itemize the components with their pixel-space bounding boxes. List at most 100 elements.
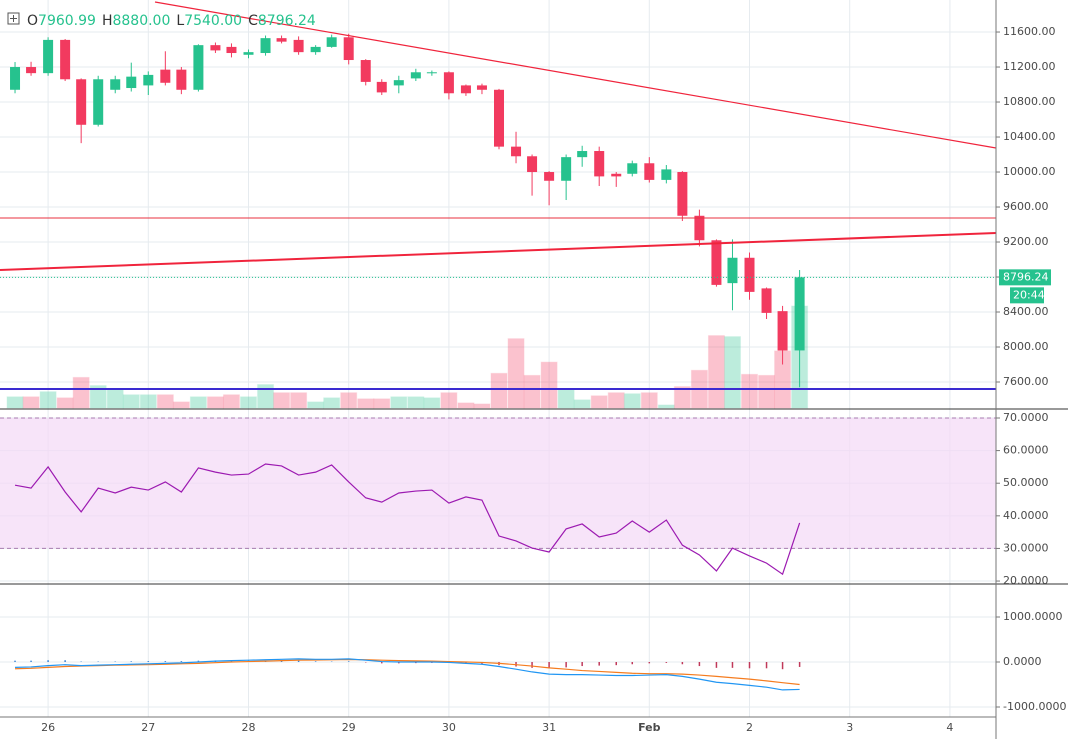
volume-bar bbox=[257, 384, 275, 409]
candle-body bbox=[410, 72, 421, 79]
ohlc-value: 8880.00 bbox=[112, 13, 170, 29]
volume-bar bbox=[590, 395, 608, 409]
candle-body bbox=[577, 151, 588, 158]
volume-bar bbox=[172, 401, 190, 409]
candle-body bbox=[527, 156, 538, 173]
volume-bar bbox=[189, 396, 207, 409]
trendline bbox=[0, 232, 997, 271]
volume-bar bbox=[607, 392, 625, 409]
candle-body bbox=[677, 172, 688, 216]
x-tick-label: 28 bbox=[241, 721, 255, 734]
last-price-label: 8796.24 bbox=[1003, 270, 1049, 283]
candle-body bbox=[393, 80, 404, 86]
candle-body bbox=[511, 146, 522, 157]
y-tick-label: 11200.00 bbox=[1003, 60, 1056, 73]
y-tick-label: 50.0000 bbox=[1003, 476, 1049, 489]
y-tick-label: -1000.0000 bbox=[1003, 700, 1066, 713]
volume-bar bbox=[273, 392, 291, 409]
x-tick-label: Feb bbox=[638, 721, 661, 734]
candle-body bbox=[276, 38, 287, 42]
volume-bar bbox=[340, 392, 358, 409]
ohlc-value: 8796.24 bbox=[258, 13, 316, 29]
candle-body bbox=[176, 69, 187, 90]
volume-bar bbox=[89, 385, 107, 409]
candle-body bbox=[694, 215, 705, 241]
y-tick-label: 1000.0000 bbox=[1003, 610, 1063, 623]
y-tick-label: 0.0000 bbox=[1003, 655, 1042, 668]
countdown: 20:44 bbox=[1013, 288, 1045, 301]
signal-line bbox=[15, 658, 800, 686]
candle-body bbox=[794, 277, 805, 351]
volume-bar bbox=[523, 374, 541, 409]
candle-body bbox=[343, 37, 354, 61]
volume-bar bbox=[490, 372, 508, 409]
ohlc-value: 7960.99 bbox=[38, 13, 96, 29]
volume-bar bbox=[156, 394, 174, 409]
y-tick-label: 9200.00 bbox=[1003, 235, 1049, 248]
candle-body bbox=[777, 311, 788, 351]
candle-body bbox=[260, 38, 271, 54]
candle-body bbox=[460, 85, 471, 94]
ohlc-header: O 7960.99 H 8880.00 L 7540.00 C 8796.24 bbox=[27, 13, 316, 29]
volume-bar bbox=[741, 373, 759, 409]
trendline bbox=[154, 1, 997, 149]
candle-body bbox=[160, 69, 171, 83]
ohlc-key: H bbox=[102, 13, 113, 29]
candle-body bbox=[310, 46, 321, 53]
volume-bar bbox=[56, 397, 74, 409]
volume-bar bbox=[22, 396, 40, 409]
y-tick-label: 10800.00 bbox=[1003, 95, 1056, 108]
volume-bar bbox=[723, 336, 741, 409]
volume-bar bbox=[290, 392, 308, 409]
rsi-line bbox=[14, 463, 801, 576]
candle-body bbox=[727, 257, 738, 284]
volume-bar bbox=[423, 397, 441, 409]
volume-bar bbox=[673, 386, 691, 409]
candle-body bbox=[26, 67, 37, 74]
rsi-band bbox=[0, 417, 996, 549]
x-tick-label: 2 bbox=[746, 721, 753, 734]
countdown-box bbox=[1010, 287, 1044, 304]
ohlc-value: 7540.00 bbox=[184, 13, 242, 29]
x-tick-label: 4 bbox=[946, 721, 953, 734]
last-price-box bbox=[999, 269, 1051, 286]
candle-body bbox=[60, 39, 71, 80]
plot bbox=[0, 33, 996, 691]
volume-bar bbox=[707, 335, 725, 409]
volume-bar bbox=[39, 391, 57, 409]
candle-body bbox=[611, 173, 622, 177]
y-tick-label: 10400.00 bbox=[1003, 130, 1056, 143]
volume-bar bbox=[440, 392, 458, 409]
x-tick-label: 30 bbox=[442, 721, 456, 734]
volume-bar bbox=[540, 361, 558, 409]
candle-body bbox=[293, 39, 304, 53]
y-tick-label: 70.0000 bbox=[1003, 411, 1049, 424]
volume-bar bbox=[640, 392, 658, 409]
candle-body bbox=[744, 257, 755, 292]
candle-body bbox=[443, 72, 454, 94]
volume-bar bbox=[122, 394, 140, 409]
x-tick-label: 27 bbox=[141, 721, 155, 734]
candle-body bbox=[711, 240, 722, 285]
volume-bar bbox=[623, 393, 641, 409]
volume-bar bbox=[222, 394, 240, 409]
candle-body bbox=[644, 163, 655, 180]
y-tick-label: 20.0000 bbox=[1003, 574, 1049, 587]
y-tick-label: 30.0000 bbox=[1003, 541, 1049, 554]
volume-bar bbox=[106, 389, 124, 409]
volume-bar bbox=[6, 396, 24, 409]
volume-bar bbox=[390, 396, 408, 409]
y-tick-label: 10000.00 bbox=[1003, 165, 1056, 178]
legend-toggle[interactable] bbox=[7, 12, 20, 25]
volume-bar bbox=[373, 398, 391, 409]
candle-body bbox=[193, 45, 204, 90]
candle-body bbox=[43, 39, 54, 74]
candle-body bbox=[426, 72, 437, 74]
y-tick-label: 8400.00 bbox=[1003, 305, 1049, 318]
y-tick-label: 11600.00 bbox=[1003, 25, 1056, 38]
candle-body bbox=[243, 52, 254, 55]
x-tick-label: 29 bbox=[342, 721, 356, 734]
y-tick-label: 40.0000 bbox=[1003, 509, 1049, 522]
candle-body bbox=[544, 172, 555, 181]
